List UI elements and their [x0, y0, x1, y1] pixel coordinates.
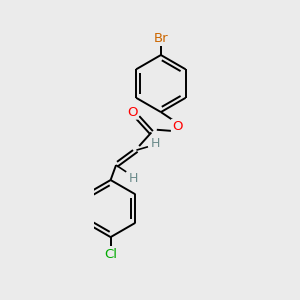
- Text: O: O: [172, 120, 182, 133]
- Text: Cl: Cl: [104, 248, 117, 261]
- Text: H: H: [129, 172, 138, 185]
- Text: O: O: [127, 106, 138, 118]
- Text: H: H: [151, 137, 160, 150]
- Text: Br: Br: [154, 32, 168, 44]
